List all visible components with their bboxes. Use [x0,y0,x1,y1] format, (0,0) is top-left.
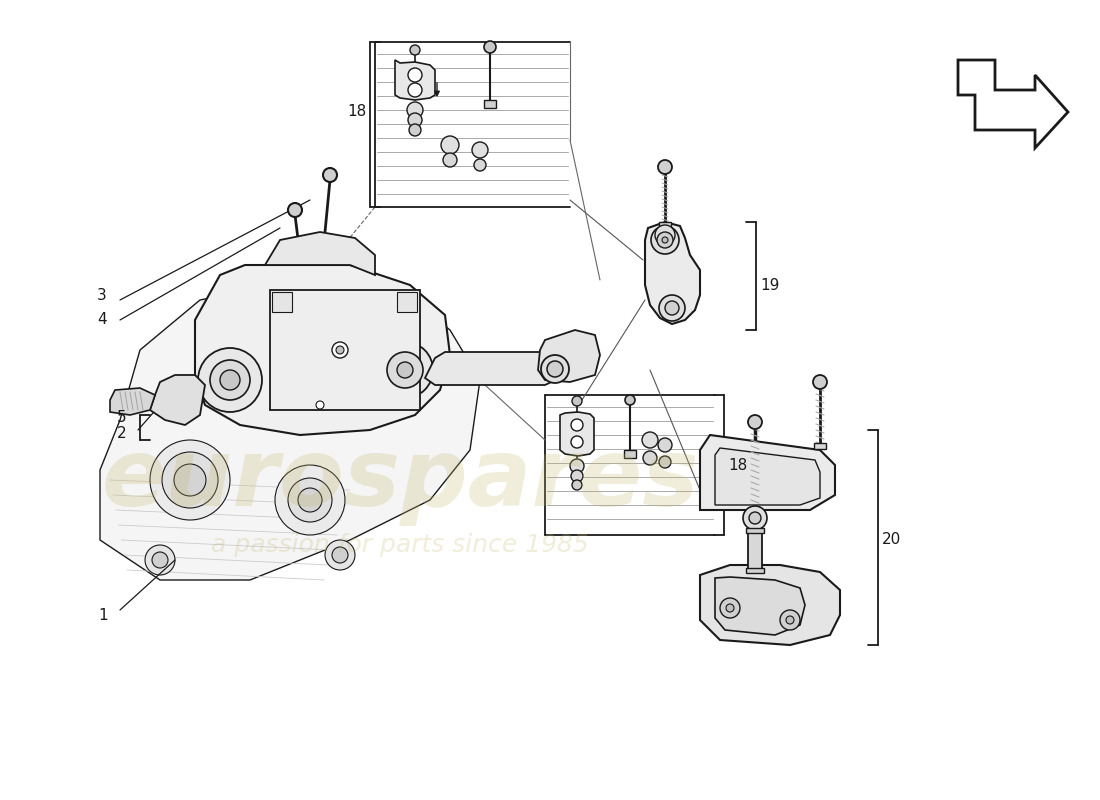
Circle shape [408,113,422,127]
Circle shape [659,295,685,321]
Bar [659,222,671,228]
Circle shape [541,355,569,383]
Circle shape [336,346,344,354]
Circle shape [654,225,675,245]
Circle shape [642,432,658,448]
Circle shape [409,124,421,136]
Circle shape [780,610,800,630]
Circle shape [547,361,563,377]
Circle shape [150,440,230,520]
Polygon shape [395,60,434,100]
Circle shape [323,168,337,182]
Circle shape [659,456,671,468]
Circle shape [220,370,240,390]
Text: 4: 4 [98,313,107,327]
Circle shape [332,342,348,358]
Bar [624,450,636,458]
Polygon shape [700,435,835,510]
Circle shape [397,362,412,378]
Circle shape [644,451,657,465]
Polygon shape [150,375,205,425]
Circle shape [441,136,459,154]
Text: 5: 5 [118,410,127,426]
Circle shape [387,352,424,388]
Circle shape [316,401,324,409]
Text: eurospares: eurospares [101,434,699,526]
Circle shape [288,478,332,522]
Circle shape [408,68,422,82]
Polygon shape [100,280,480,580]
Circle shape [288,203,302,217]
Circle shape [324,540,355,570]
Circle shape [145,545,175,575]
Circle shape [474,159,486,171]
Circle shape [625,395,635,405]
Circle shape [813,375,827,389]
Circle shape [658,160,672,174]
Polygon shape [560,412,594,456]
Circle shape [726,604,734,612]
Circle shape [571,470,583,482]
Circle shape [657,232,673,248]
Circle shape [651,226,679,254]
Circle shape [407,102,424,118]
Text: 1: 1 [98,607,108,622]
Circle shape [210,360,250,400]
Bar [746,568,764,573]
Polygon shape [110,388,155,415]
Circle shape [572,396,582,406]
Circle shape [162,452,218,508]
Circle shape [332,547,348,563]
Text: 18: 18 [348,105,367,119]
Bar [270,290,420,410]
Circle shape [749,512,761,524]
Text: 18: 18 [728,458,747,473]
Circle shape [174,464,206,496]
Polygon shape [195,265,450,435]
Polygon shape [958,60,1068,148]
Bar [484,100,496,108]
Text: 20: 20 [882,533,901,547]
Polygon shape [715,448,820,505]
Polygon shape [645,222,700,324]
Text: 19: 19 [760,278,780,293]
Text: 2: 2 [118,426,127,441]
Circle shape [275,465,345,535]
Circle shape [570,459,584,473]
Polygon shape [265,232,375,275]
Circle shape [408,83,422,97]
Bar [397,292,417,312]
Circle shape [298,488,322,512]
Circle shape [658,438,672,452]
Bar [272,292,292,312]
Circle shape [410,45,420,55]
Circle shape [377,342,433,398]
Circle shape [571,419,583,431]
Text: 3: 3 [97,287,107,302]
Circle shape [571,436,583,448]
Polygon shape [700,565,840,645]
Bar [748,530,762,570]
Bar [814,443,826,449]
Polygon shape [715,577,805,635]
Text: a passion for parts since 1985: a passion for parts since 1985 [211,533,588,557]
Circle shape [484,41,496,53]
Circle shape [666,301,679,315]
Circle shape [720,598,740,618]
Circle shape [662,237,668,243]
Bar [746,528,764,533]
Circle shape [572,480,582,490]
Circle shape [443,153,456,167]
Circle shape [198,348,262,412]
Circle shape [152,552,168,568]
Circle shape [748,415,762,429]
Polygon shape [425,352,560,385]
Circle shape [786,616,794,624]
Circle shape [472,142,488,158]
Circle shape [742,506,767,530]
Polygon shape [538,330,600,382]
